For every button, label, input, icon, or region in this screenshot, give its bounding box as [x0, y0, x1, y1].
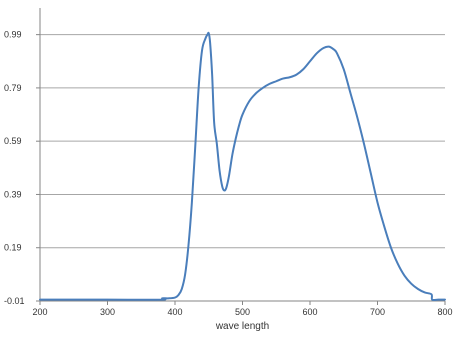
gridlines	[40, 34, 445, 249]
series-layer	[39, 31, 446, 302]
y-tick-label: 0.79	[4, 83, 22, 93]
series-line-0	[39, 31, 446, 302]
x-tick-label: 300	[100, 307, 115, 317]
x-tick-label: 400	[167, 307, 182, 317]
tick-labels: -0.01 0.19 0.39 0.59 0.79 0.99 200 300 400 500 600…	[4, 30, 453, 317]
axes	[36, 8, 446, 305]
x-tick-label: 700	[370, 307, 385, 317]
x-axis-title: wave length	[215, 321, 269, 332]
x-tick-label: 500	[235, 307, 250, 317]
x-tick-label: 600	[302, 307, 317, 317]
y-tick-label: -0.01	[4, 296, 25, 306]
x-tick-label: 800	[437, 307, 452, 317]
y-tick-label: 0.39	[4, 189, 22, 199]
y-tick-label: 0.99	[4, 30, 22, 40]
y-tick-label: 0.59	[4, 136, 22, 146]
x-tick-label: 200	[32, 307, 47, 317]
y-tick-label: 0.19	[4, 243, 22, 253]
